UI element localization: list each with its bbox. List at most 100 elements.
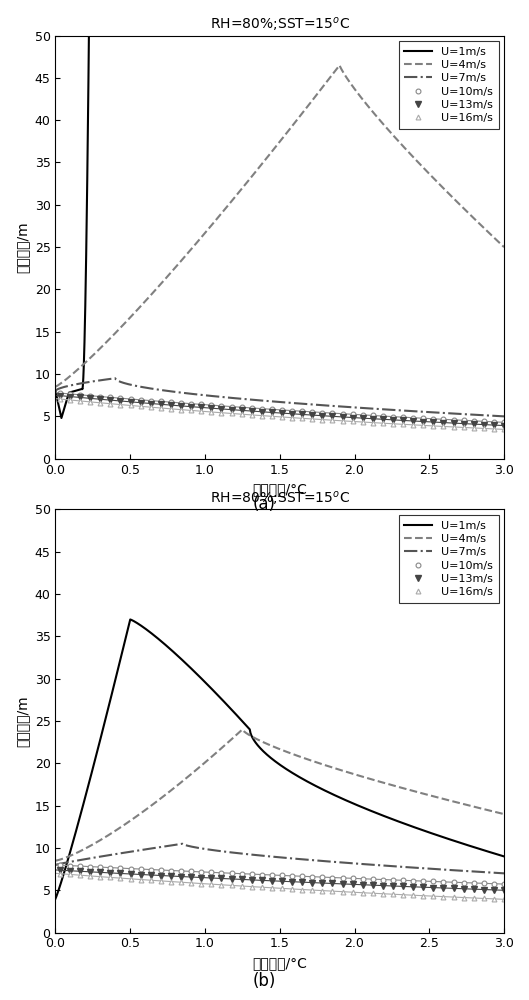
U=16m/s <box>117 872 124 884</box>
U=13m/s <box>430 882 436 894</box>
U=10m/s <box>259 869 265 881</box>
U=10m/s <box>239 401 245 413</box>
U=1m/s <box>52 385 59 397</box>
U=16m/s <box>229 879 235 891</box>
U=10m/s <box>77 860 83 872</box>
U=16m/s <box>410 419 416 431</box>
U=13m/s <box>97 866 104 878</box>
U=10m/s <box>279 404 285 416</box>
U=10m/s <box>77 389 83 401</box>
U=10m/s <box>491 878 497 890</box>
U=4m/s <box>52 381 59 393</box>
U=10m/s <box>491 416 497 428</box>
U=10m/s <box>57 859 63 871</box>
U=7m/s <box>387 860 394 872</box>
U=10m/s <box>138 863 144 875</box>
U=10m/s <box>269 403 275 415</box>
U=10m/s <box>350 872 356 884</box>
U=10m/s <box>410 412 416 424</box>
U=4m/s <box>344 766 351 778</box>
U=13m/s <box>148 869 154 881</box>
Line: U=7m/s: U=7m/s <box>56 378 504 416</box>
Line: U=4m/s: U=4m/s <box>56 65 504 387</box>
U=10m/s <box>450 414 457 426</box>
Line: U=13m/s: U=13m/s <box>57 393 507 428</box>
U=4m/s <box>387 126 394 138</box>
U=10m/s <box>168 865 174 877</box>
U=13m/s <box>360 879 366 891</box>
U=13m/s <box>239 404 245 416</box>
U=10m/s <box>67 388 73 400</box>
U=10m/s <box>249 868 255 880</box>
U=13m/s <box>178 871 184 883</box>
U=13m/s <box>370 413 376 425</box>
U=16m/s <box>360 887 366 899</box>
U=10m/s <box>178 397 184 409</box>
U=13m/s <box>249 405 255 417</box>
U=4m/s <box>134 304 140 316</box>
U=13m/s <box>97 393 104 405</box>
U=16m/s <box>208 878 214 890</box>
U=13m/s <box>229 404 235 416</box>
U=13m/s <box>289 876 295 888</box>
U=16m/s <box>410 889 416 901</box>
U=16m/s <box>350 886 356 898</box>
U=7m/s <box>179 838 186 850</box>
U=13m/s <box>218 872 225 884</box>
U=16m/s <box>430 890 436 902</box>
U=16m/s <box>239 408 245 420</box>
U=13m/s <box>471 418 477 430</box>
U=13m/s <box>360 412 366 424</box>
U=16m/s <box>450 421 457 433</box>
U=16m/s <box>400 889 406 901</box>
U=13m/s <box>481 884 487 896</box>
U=10m/s <box>279 869 285 881</box>
U=16m/s <box>380 417 386 429</box>
U=10m/s <box>370 873 376 885</box>
U=16m/s <box>279 882 285 894</box>
U=10m/s <box>400 874 406 886</box>
U=10m/s <box>299 405 305 417</box>
U=13m/s <box>218 403 225 415</box>
U=13m/s <box>319 877 325 889</box>
U=13m/s <box>249 874 255 886</box>
U=13m/s <box>340 411 346 423</box>
U=13m/s <box>380 413 386 425</box>
U=7m/s <box>224 846 230 858</box>
U=16m/s <box>440 891 446 903</box>
U=10m/s <box>229 401 235 413</box>
U=13m/s <box>380 880 386 892</box>
U=16m/s <box>329 414 335 426</box>
U=10m/s <box>218 867 225 879</box>
U=10m/s <box>127 393 134 405</box>
U=13m/s <box>440 417 446 429</box>
U=10m/s <box>168 396 174 408</box>
U=13m/s <box>117 395 124 407</box>
Title: RH=80%;SST=15$^o$C: RH=80%;SST=15$^o$C <box>209 489 350 507</box>
U=10m/s <box>87 390 93 402</box>
U=16m/s <box>188 404 194 416</box>
Title: RH=80%;SST=15$^o$C: RH=80%;SST=15$^o$C <box>209 15 350 33</box>
U=13m/s <box>158 398 164 410</box>
U=10m/s <box>138 394 144 406</box>
Legend: U=1m/s, U=4m/s, U=7m/s, U=10m/s, U=13m/s, U=16m/s: U=1m/s, U=4m/s, U=7m/s, U=10m/s, U=13m/s… <box>399 515 498 603</box>
U=13m/s <box>148 398 154 410</box>
U=10m/s <box>390 411 396 423</box>
U=10m/s <box>208 866 214 878</box>
U=10m/s <box>471 877 477 889</box>
U=16m/s <box>340 415 346 427</box>
U=10m/s <box>269 869 275 881</box>
U=16m/s <box>440 420 446 432</box>
U=10m/s <box>380 410 386 422</box>
U=16m/s <box>97 397 104 409</box>
U=13m/s <box>340 878 346 890</box>
U=1m/s <box>322 784 328 796</box>
U=16m/s <box>319 885 325 897</box>
U=10m/s <box>481 415 487 427</box>
U=13m/s <box>188 871 194 883</box>
U=16m/s <box>67 394 73 406</box>
U=13m/s <box>461 883 467 895</box>
Line: U=1m/s: U=1m/s <box>56 0 98 418</box>
U=10m/s <box>350 408 356 420</box>
U=10m/s <box>319 871 325 883</box>
